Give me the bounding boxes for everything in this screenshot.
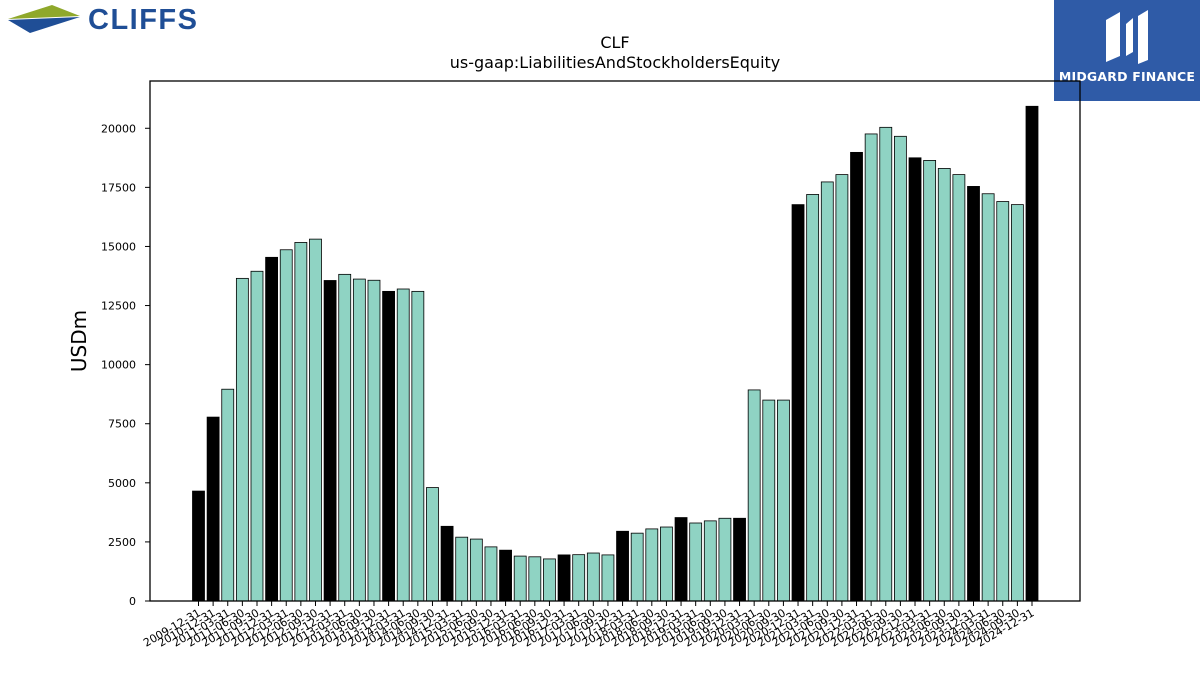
bar-2020-09-30: [777, 399, 790, 602]
bar-2014-12-31: [440, 525, 454, 602]
bar-2015-12-31: [499, 549, 512, 602]
bar-2011-12-31: [265, 256, 279, 602]
bar-2018-06-30: [645, 528, 659, 602]
bar-2013-06-30: [352, 278, 366, 602]
bar-2015-09-30: [484, 546, 498, 602]
bar-2022-06-30: [879, 126, 893, 602]
bar-2016-09-30: [543, 558, 556, 602]
chart-title: CLF: [600, 33, 629, 52]
bar-2023-06-30: [937, 168, 951, 602]
cliffs-logo-mark-blue: [8, 17, 80, 33]
bar-2021-06-30: [820, 181, 834, 602]
bar-2013-03-31: [338, 273, 352, 602]
bar-2017-03-31: [572, 554, 586, 602]
bar-2015-06-30: [469, 538, 483, 602]
y-tick-label: 2500: [108, 536, 136, 549]
bar-2016-06-30: [528, 556, 542, 602]
cliffs-logo: CLIFFS: [8, 4, 199, 36]
bar-2023-09-30: [952, 174, 966, 602]
bar-2011-03-31: [221, 388, 235, 602]
bar-2014-03-31: [396, 288, 410, 602]
bar-2013-09-30: [367, 279, 381, 602]
bar-2020-06-30: [762, 399, 776, 602]
x-axis: 2009-12-312010-12-312011-03-312011-06-30…: [141, 601, 1037, 650]
y-tick-label: 15000: [101, 240, 136, 253]
bar-2017-06-30: [586, 552, 600, 602]
bar-2011-06-30: [235, 277, 249, 602]
bar-2019-06-30: [703, 520, 717, 602]
bar-2010-12-31: [206, 416, 220, 602]
bar-2014-06-30: [411, 290, 425, 602]
bar-2013-12-31: [382, 290, 395, 602]
bar-2014-09-30: [426, 487, 439, 602]
y-tick-label: 0: [129, 595, 136, 608]
bar-2021-09-30: [835, 174, 849, 602]
bar-2018-09-30: [660, 526, 673, 602]
midgard-finance-logo-mark: [1106, 10, 1148, 64]
midgard-finance-logo-text: MIDGARD FINANCE: [1058, 69, 1196, 84]
bar-2021-03-31: [806, 194, 820, 602]
y-tick-label: 17500: [101, 181, 136, 194]
bar-2012-09-30: [309, 238, 322, 602]
bar-2009-12-31: [192, 490, 205, 602]
bar-2019-09-30: [718, 517, 732, 602]
bar-2020-12-31: [791, 204, 805, 602]
bar-2016-03-31: [513, 555, 527, 602]
bar-2017-12-31: [616, 530, 629, 602]
bar-2022-03-31: [864, 133, 878, 602]
y-tick-label: 10000: [101, 359, 136, 372]
bar-2022-12-31: [908, 157, 922, 602]
plot-frame: [149, 80, 1081, 602]
bar-2016-12-31: [557, 554, 571, 602]
bar-2017-09-30: [601, 554, 615, 602]
cliffs-logo-text: CLIFFS: [88, 4, 199, 36]
bar-2012-12-31: [323, 280, 337, 602]
bar-2019-03-31: [689, 522, 703, 602]
bar-2012-03-31: [279, 249, 293, 602]
y-tick-label: 5000: [108, 477, 136, 490]
bar-2019-12-31: [733, 517, 746, 602]
bar-2012-06-30: [294, 242, 308, 602]
y-axis-label: USDm: [67, 310, 91, 372]
bar-2018-03-31: [630, 532, 644, 602]
bar-2020-03-31: [747, 389, 761, 602]
cliffs-logo-mark-green: [8, 5, 80, 19]
bar-2021-12-31: [850, 151, 863, 602]
bar-2011-09-30: [250, 270, 264, 602]
y-tick-label: 20000: [101, 122, 136, 135]
y-tick-label: 7500: [108, 418, 136, 431]
bar-2024-06-30: [996, 201, 1010, 602]
bar-2024-03-31: [981, 193, 995, 602]
bar-2024-09-30: [1010, 204, 1024, 602]
bar-2018-12-31: [674, 517, 688, 602]
chart-subtitle: us-gaap:LiabilitiesAndStockholdersEquity: [450, 53, 781, 72]
bar-2015-03-31: [455, 536, 469, 602]
bar-2023-03-31: [923, 160, 937, 602]
bar-2024-12-31: [1025, 105, 1039, 602]
bar-2023-12-31: [967, 186, 980, 602]
bar-series: [192, 105, 1039, 602]
midgard-finance-logo: MIDGARD FINANCE: [1054, 0, 1200, 101]
bar-2022-09-30: [893, 135, 907, 602]
y-axis: 0 2500 5000 7500 10000 12500 15000 17500 20000: [101, 122, 150, 608]
y-tick-label: 12500: [101, 300, 136, 313]
